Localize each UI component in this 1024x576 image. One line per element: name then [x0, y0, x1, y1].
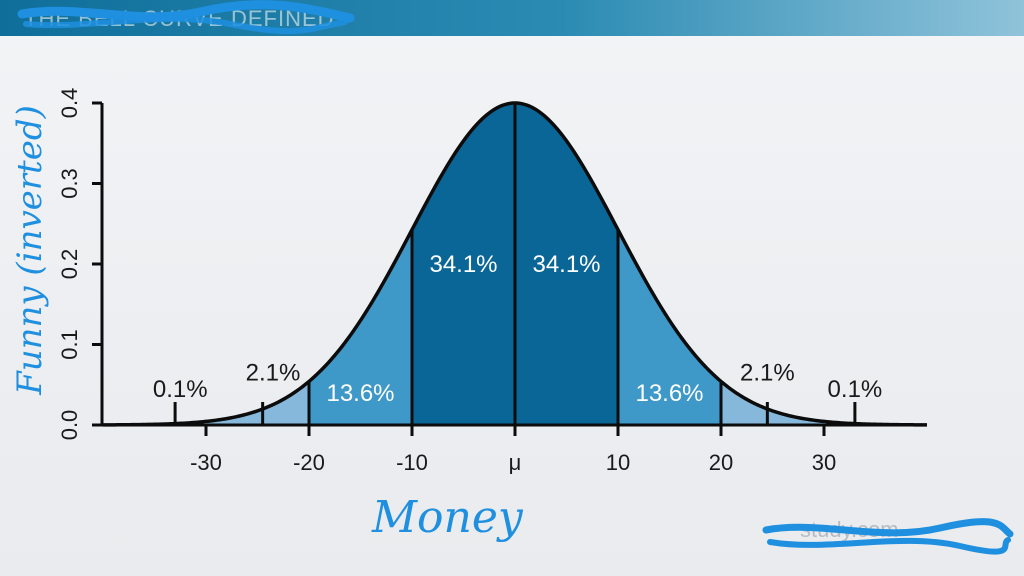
- percent-label: 13.6%: [635, 380, 703, 407]
- y-axis-handwritten-label: Funny (inverted): [10, 105, 50, 395]
- percent-label: 0.1%: [153, 376, 208, 403]
- y-tick-label: 0.3: [57, 168, 82, 199]
- watermark: study.com: [800, 517, 899, 542]
- region-5: [721, 381, 824, 425]
- x-tick-label: -10: [396, 450, 428, 475]
- percent-label: 34.1%: [429, 251, 497, 278]
- percent-label: 2.1%: [740, 360, 795, 387]
- percent-label: 0.1%: [828, 376, 883, 403]
- x-tick-label: -20: [293, 450, 325, 475]
- percent-label: 2.1%: [246, 360, 301, 387]
- percent-label: 13.6%: [326, 380, 394, 407]
- x-tick-label: 20: [709, 450, 733, 475]
- x-tick-label: -30: [190, 450, 222, 475]
- y-tick-label: 0.1: [57, 329, 82, 360]
- percent-label: 34.1%: [532, 251, 600, 278]
- region-0: [206, 381, 309, 425]
- x-tick-label: 30: [812, 450, 836, 475]
- x-axis-handwritten-label: Money: [372, 492, 523, 543]
- bell-curve-line: [102, 101, 928, 427]
- y-tick-label: 0.4: [57, 88, 82, 119]
- x-tick-label: μ: [509, 450, 522, 475]
- y-tick-label: 0.0: [57, 410, 82, 441]
- y-tick-label: 0.2: [57, 249, 82, 280]
- x-tick-label: 10: [606, 450, 630, 475]
